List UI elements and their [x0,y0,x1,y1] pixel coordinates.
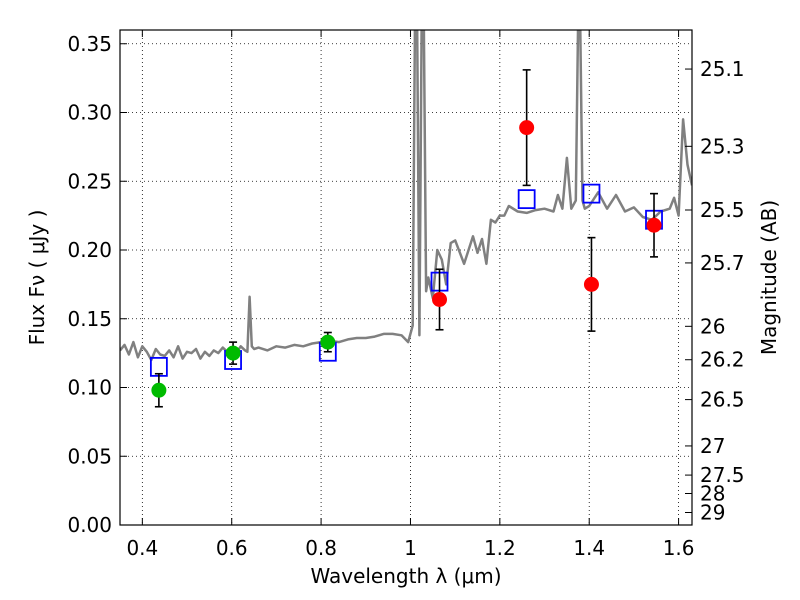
x-tick-label: 1.2 [484,536,516,560]
data-point [583,276,599,292]
right-tick-label: 28 [700,482,725,506]
y-tick-label: 0.00 [67,513,112,537]
x-tick-label: 0.8 [305,536,337,560]
right-tick-label: 25.1 [700,57,745,81]
spectrum-line [120,30,692,362]
data-point [646,217,662,233]
y-tick-label: 0.10 [67,376,112,400]
plot-frame [119,29,693,526]
right-tick-label: 26.2 [700,348,745,372]
right-tick-label: 25.3 [700,134,745,158]
data-point [519,120,535,136]
data-point [432,292,448,307]
tick-layer: 0.4 0.6 0.8 1 1.2 1.4 1.6 0.00 0.05 0.10 0.15 0.20 0… [67,30,745,560]
right-tick-label: 25.7 [700,251,745,275]
y-axis-title: Flux Fν ( μJy ) [25,210,49,346]
marker-layer [149,69,663,408]
model-square-marker [517,189,536,210]
x-tick-label: 1.4 [573,536,605,560]
spectrum-layer [120,30,692,362]
x-tick-label: 1.6 [663,536,695,560]
right-tick-label: 25.5 [700,198,745,222]
y-tick-label: 0.15 [67,307,112,331]
y-axis-right-title: Magnitude (AB) [757,200,781,355]
grid [120,30,692,526]
y-tick-label: 0.05 [67,444,112,468]
right-tick-label: 27 [700,434,725,458]
x-axis-title: Wavelength λ (μm) [310,564,501,588]
y-tick-label: 0.20 [67,238,112,262]
x-tick-label: 1 [404,536,417,560]
right-tick-label: 26.5 [700,388,745,412]
y-tick-label: 0.25 [67,169,112,193]
data-point [320,334,336,350]
right-tick-label: 27.5 [700,463,745,487]
model-square-marker [582,183,601,204]
x-tick-label: 0.6 [216,536,248,560]
data-point [225,345,241,361]
y-tick-label: 0.35 [67,32,112,56]
data-point [151,382,167,398]
right-tick-label: 26 [700,314,725,338]
x-tick-label: 0.4 [126,536,158,560]
right-tick-label: 29 [700,500,725,524]
y-tick-label: 0.30 [67,101,112,125]
